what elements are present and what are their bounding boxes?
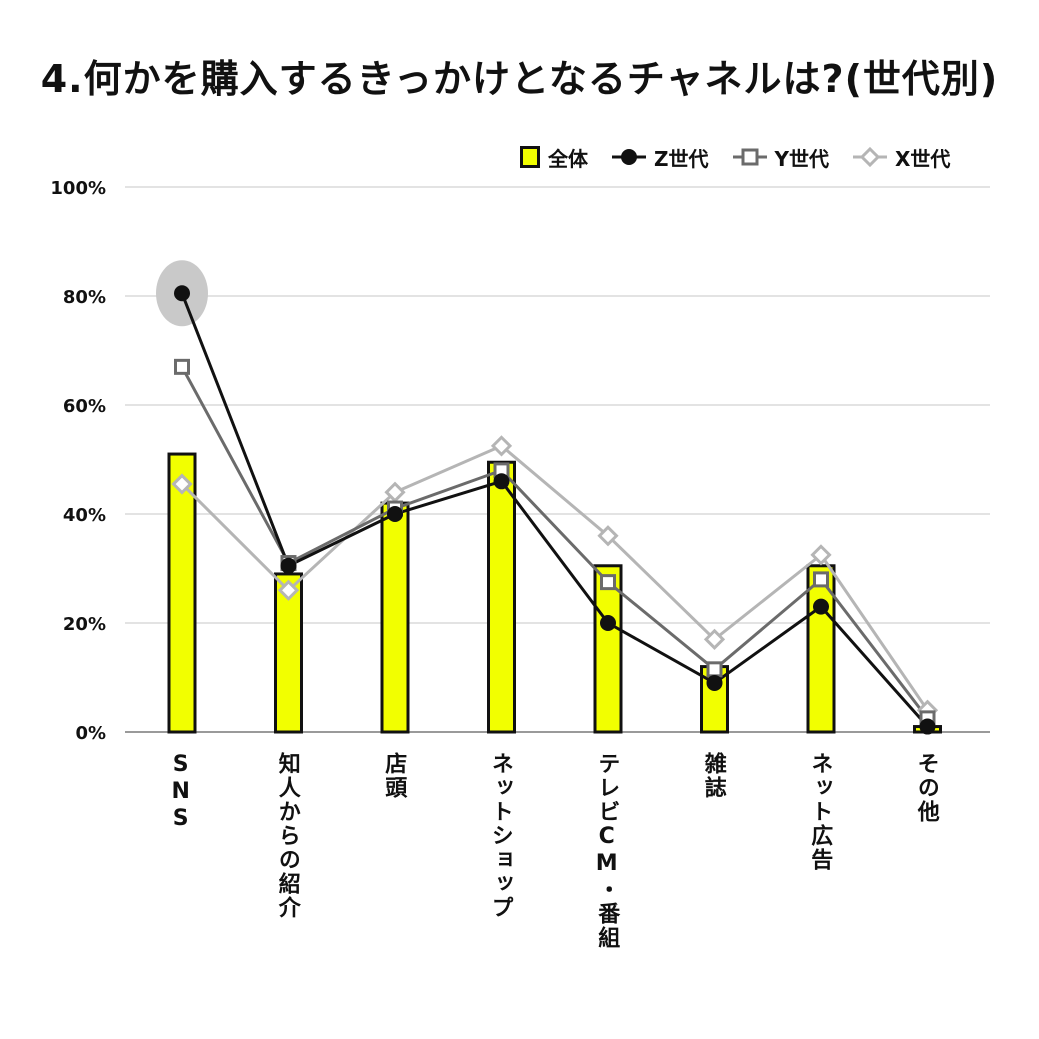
series-line: [180, 444, 929, 712]
y-tick-label: 40%: [63, 505, 106, 526]
legend-label-total: 全体: [548, 146, 588, 171]
data-point: [813, 598, 829, 615]
data-point: [387, 506, 403, 522]
x-tick-label: 店頭: [381, 752, 407, 800]
x-tick-label: SNS: [168, 752, 194, 833]
bar: [806, 564, 836, 734]
y-tick-label: 0%: [75, 723, 106, 744]
legend-circle-marker-icon: [612, 149, 646, 165]
chart-title: 4.何かを購入するきっかけとなるチャネルは?(世代別): [40, 57, 999, 101]
legend-item-gen-x: X世代: [853, 143, 950, 172]
legend: 全体 Z世代 Y世代 X世代: [520, 140, 950, 174]
legend-item-gen-y: Y世代: [732, 143, 829, 172]
data-point: [277, 579, 300, 601]
legend-bar-swatch-icon: [520, 146, 540, 168]
bar: [380, 501, 410, 734]
x-tick-label: 知人からの紹介: [274, 752, 300, 920]
series-line: [180, 292, 929, 728]
data-point: [810, 544, 832, 566]
y-tick-label: 80%: [63, 287, 106, 308]
bar: [487, 460, 516, 734]
data-point: [703, 628, 726, 650]
legend-diamond-marker-icon: [853, 146, 887, 168]
x-tick-label: 雑誌: [700, 752, 726, 800]
series-line: [180, 366, 929, 720]
y-tick-label: 100%: [50, 178, 106, 199]
legend-label-gen-z: Z世代: [654, 146, 709, 171]
legend-item-total: 全体: [520, 143, 588, 172]
data-point: [280, 557, 297, 574]
data-point: [174, 358, 190, 375]
x-tick-label: ネット広告: [807, 752, 833, 872]
legend-item-gen-z: Z世代: [612, 143, 709, 172]
y-tick-label: 60%: [63, 396, 106, 417]
x-tick-label: その他: [913, 752, 939, 824]
data-point: [493, 473, 510, 490]
legend-label-gen-y: Y世代: [774, 146, 829, 171]
data-point: [706, 661, 723, 678]
data-point: [919, 718, 936, 735]
data-point: [490, 435, 513, 457]
data-point: [600, 574, 616, 591]
x-tick-label: ネットショップ: [487, 752, 513, 920]
data-point: [706, 674, 723, 691]
y-tick-label: 20%: [63, 614, 106, 635]
data-point: [174, 285, 190, 302]
bar: [593, 564, 623, 734]
bar: [167, 452, 197, 734]
legend-label-gen-x: X世代: [895, 146, 951, 171]
legend-square-marker-icon: [732, 148, 767, 166]
x-tick-label: テレビCM・番組: [594, 752, 620, 950]
data-point: [171, 473, 193, 495]
data-point: [813, 571, 829, 588]
data-point: [597, 525, 619, 547]
data-point: [600, 615, 616, 631]
